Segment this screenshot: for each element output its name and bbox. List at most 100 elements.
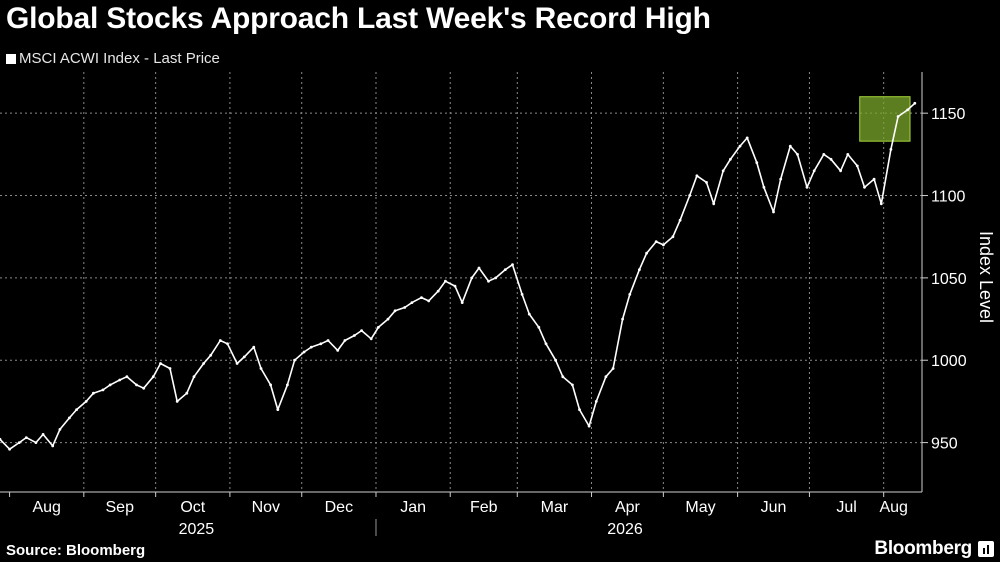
data-point — [879, 202, 883, 206]
data-point — [738, 144, 742, 148]
data-point — [544, 342, 548, 346]
data-point — [360, 329, 363, 332]
data-point — [218, 339, 222, 342]
data-point — [302, 350, 306, 354]
data-point — [436, 289, 440, 293]
data-point — [889, 148, 893, 151]
data-point — [561, 375, 565, 379]
x-tick-label: Apr — [615, 499, 641, 516]
legend-swatch — [6, 53, 16, 64]
data-point — [654, 240, 658, 244]
data-point — [779, 177, 783, 181]
x-tick-label: Jun — [761, 499, 787, 516]
data-point — [688, 194, 692, 197]
data-point — [269, 383, 272, 387]
data-point — [662, 243, 665, 247]
data-point — [369, 337, 373, 341]
data-point — [855, 164, 859, 168]
data-point — [393, 309, 397, 313]
data-point — [75, 408, 78, 411]
data-point — [503, 268, 507, 271]
chart-title: Global Stocks Approach Last Week's Recor… — [6, 2, 711, 35]
y-tick-label: 1100 — [931, 189, 966, 206]
data-point — [8, 447, 12, 451]
legend-label: MSCI ACWI Index - Last Price — [19, 50, 220, 67]
x-tick-label: Jul — [836, 499, 856, 516]
data-point — [108, 383, 112, 387]
data-point — [444, 279, 447, 283]
data-point — [527, 312, 531, 316]
data-point — [494, 276, 498, 280]
data-point — [410, 301, 414, 304]
year-label: 2025 — [179, 521, 215, 538]
data-point — [511, 263, 514, 267]
data-point — [427, 299, 431, 303]
data-point — [729, 157, 732, 161]
data-point — [276, 408, 280, 411]
data-point — [386, 317, 390, 321]
x-tick-label: Nov — [252, 499, 280, 516]
data-point — [906, 108, 909, 112]
data-point — [520, 293, 524, 296]
data-point — [470, 276, 474, 280]
data-point — [259, 367, 263, 370]
data-point — [762, 185, 766, 189]
y-tick-label: 1050 — [931, 271, 967, 288]
data-point — [175, 400, 179, 403]
data-point — [319, 342, 323, 346]
data-point — [839, 169, 842, 173]
record-high-highlight — [859, 96, 911, 142]
data-point — [403, 306, 407, 309]
data-point — [286, 383, 289, 387]
y-tick-label: 1150 — [931, 106, 966, 123]
data-point — [487, 279, 490, 283]
data-point — [755, 161, 759, 165]
data-point — [796, 153, 799, 156]
x-tick-label: Sep — [106, 499, 135, 516]
source-note: Source: Bloomberg — [6, 542, 146, 559]
data-point — [309, 345, 313, 349]
y-tick-label: 1000 — [931, 353, 967, 370]
data-point — [58, 428, 62, 431]
x-tick-label: Oct — [180, 499, 205, 516]
chart-icon — [978, 541, 994, 557]
x-tick-label: Dec — [325, 499, 353, 516]
data-point — [420, 296, 423, 299]
data-point — [872, 177, 876, 181]
data-point — [645, 251, 648, 255]
data-point — [353, 334, 356, 337]
data-point — [846, 153, 850, 156]
data-point — [151, 375, 155, 379]
data-point — [611, 367, 615, 370]
brand-logo: Bloomberg — [874, 538, 972, 559]
data-point — [343, 339, 347, 342]
data-point — [671, 235, 675, 239]
data-point — [678, 218, 682, 222]
data-point — [41, 433, 45, 436]
data-point — [571, 383, 574, 387]
data-point — [594, 400, 598, 403]
data-point — [125, 375, 129, 379]
data-point — [235, 362, 239, 365]
data-point — [621, 317, 624, 321]
x-tick-label: Jan — [400, 499, 426, 516]
data-point — [168, 367, 172, 370]
data-point — [587, 424, 591, 428]
data-point — [142, 386, 146, 390]
year-label: 2026 — [607, 521, 643, 538]
data-point — [101, 388, 105, 392]
data-point — [17, 441, 21, 444]
data-point — [159, 362, 162, 365]
data-point — [51, 444, 55, 448]
data-point — [604, 375, 608, 379]
data-point — [578, 408, 581, 411]
data-point — [293, 358, 296, 362]
data-point — [772, 210, 775, 214]
data-point — [226, 342, 229, 346]
data-point — [705, 181, 708, 184]
data-point — [326, 339, 330, 342]
data-point — [805, 185, 809, 189]
series-line — [0, 102, 916, 450]
data-point — [460, 301, 464, 304]
data-point — [721, 169, 725, 173]
